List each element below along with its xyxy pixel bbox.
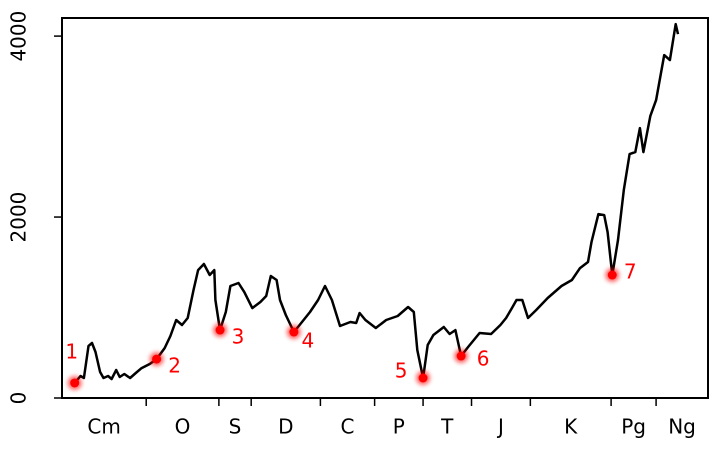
highlight-label: 6 <box>477 347 490 371</box>
highlight-label: 3 <box>232 325 245 349</box>
data-line <box>73 22 680 384</box>
highlight-label: 5 <box>395 359 408 383</box>
x-tick-label: K <box>564 415 578 439</box>
y-tick-label: 2000 <box>7 192 31 243</box>
highlight-point <box>418 373 428 383</box>
highlight-label: 2 <box>168 354 181 378</box>
highlight-point <box>607 270 617 280</box>
x-tick-label: C <box>341 415 355 439</box>
highlight-point <box>215 325 225 335</box>
highlight-label: 4 <box>302 329 315 353</box>
y-tick-label: 4000 <box>7 11 31 62</box>
highlight-point <box>70 378 80 388</box>
x-tick-label: Ng <box>668 415 696 439</box>
highlight-point <box>289 327 299 337</box>
y-tick-label: 0 <box>7 392 31 405</box>
highlight-label: 7 <box>624 260 637 284</box>
highlight-label: 1 <box>65 339 78 363</box>
plot-frame <box>61 17 709 399</box>
x-tick-label: D <box>278 415 293 439</box>
x-tick-label: O <box>175 415 191 439</box>
highlight-point <box>152 354 162 364</box>
highlight-point <box>456 351 466 361</box>
x-tick-label: T <box>440 415 454 439</box>
x-tick-label: P <box>393 415 405 439</box>
x-tick-label: S <box>229 415 242 439</box>
x-tick-label: J <box>496 415 504 439</box>
x-tick-label: Pg <box>621 415 646 439</box>
x-tick-label: Cm <box>87 415 120 439</box>
